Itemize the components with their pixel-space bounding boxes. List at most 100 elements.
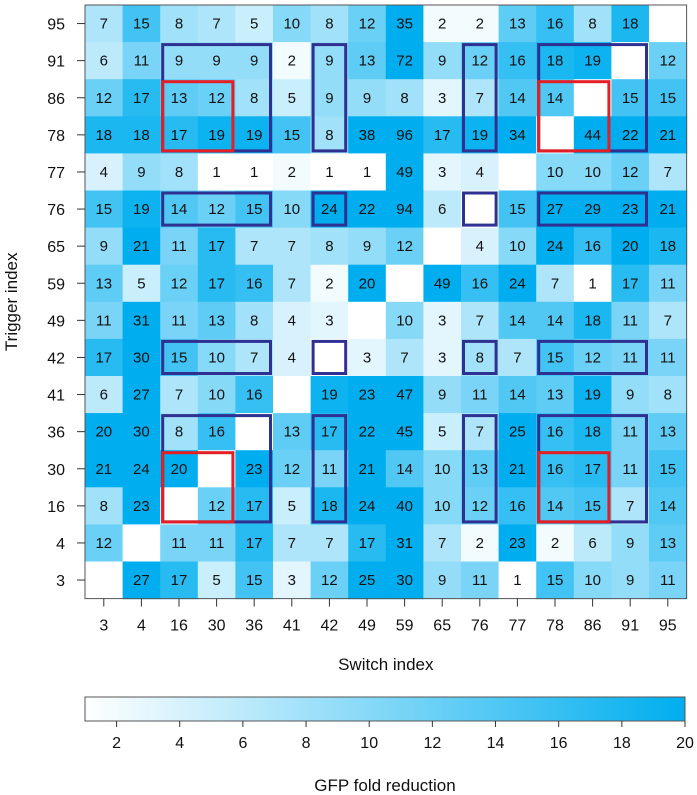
cell-value-label: 47 — [396, 387, 413, 404]
heatmap-cell — [85, 79, 124, 117]
y-tick-label: 42 — [47, 350, 65, 367]
heatmap-cell — [536, 338, 575, 377]
cell-value-label: 21 — [95, 461, 112, 478]
cell-value-label: 20 — [622, 238, 639, 255]
heatmap-cell — [310, 524, 349, 563]
cell-value-label: 13 — [359, 53, 376, 70]
heatmap-cell — [385, 227, 424, 266]
heatmap-cell — [273, 79, 312, 117]
cell-value-label: 12 — [208, 498, 225, 515]
cell-value-label: 17 — [133, 90, 150, 107]
heatmap-cell — [385, 153, 424, 192]
highlight-box — [161, 339, 272, 375]
heatmap-cell — [611, 116, 650, 154]
heatmap-cell — [611, 413, 650, 451]
cell-value-label: 94 — [396, 201, 413, 218]
cell-value-label: 7 — [250, 238, 258, 255]
cell-value-label: 4 — [476, 164, 484, 181]
heatmap-cell — [235, 227, 274, 266]
colorbar-ticks: 2 4 6 8 10 12 14 16 18 20 — [112, 721, 694, 752]
cell-value-label: 7 — [400, 349, 408, 366]
heatmap-cell — [385, 413, 424, 451]
cell-value-label: 23 — [133, 498, 150, 515]
heatmap-cell — [160, 487, 199, 525]
cell-value-label: 44 — [584, 127, 601, 144]
heatmap-cell — [235, 413, 274, 451]
heatmap-cell — [649, 153, 688, 192]
cell-value-label: 9 — [100, 238, 108, 255]
heatmap-cell — [85, 116, 124, 154]
y-tick-label: 78 — [47, 128, 65, 145]
cell-value-label: 21 — [509, 461, 526, 478]
cell-value-label: 20 — [171, 461, 188, 478]
heatmap-cell — [85, 487, 124, 525]
cell-value-label: 16 — [547, 461, 564, 478]
cell-value-label: 14 — [509, 312, 526, 329]
cell-value-label: 27 — [133, 572, 150, 589]
highlight-box — [462, 191, 498, 227]
heatmap-cell — [273, 264, 312, 303]
cell-value-label: 23 — [359, 387, 376, 404]
cell-value-label: 11 — [622, 312, 638, 329]
cell-value-label: 30 — [133, 424, 150, 441]
heatmap-cell — [310, 301, 349, 340]
cell-value-label: 5 — [288, 90, 296, 107]
cell-value-label: 7 — [513, 349, 521, 366]
cell-value-label: 5 — [212, 572, 220, 589]
cell-value-label: 18 — [584, 424, 601, 441]
cell-value-label: 8 — [250, 312, 258, 329]
cell-value-label: 5 — [250, 16, 258, 33]
cell-value-label: 7 — [250, 349, 258, 366]
heatmap-cell — [649, 116, 688, 154]
cell-value-label: 8 — [325, 238, 333, 255]
cell-value-label: 30 — [133, 349, 150, 366]
heatmap-cell — [385, 338, 424, 377]
cell-value-label: 9 — [438, 387, 446, 404]
cell-value-label: 11 — [622, 424, 638, 441]
cell-value-label: 4 — [288, 349, 296, 366]
heatmap-cell — [160, 79, 199, 117]
heatmap-cell — [348, 338, 387, 377]
heatmap-cell — [385, 376, 424, 414]
heatmap-cell — [573, 487, 612, 525]
heatmap-cell — [423, 450, 462, 488]
cell-value-label: 3 — [288, 572, 296, 589]
heatmap-cell — [85, 190, 124, 229]
cell-value-label: 13 — [659, 424, 676, 441]
colorbar-tick-label: 6 — [238, 735, 247, 752]
heatmap-cell — [649, 487, 688, 525]
cell-value-label: 10 — [584, 572, 601, 589]
heatmap-cell — [122, 116, 161, 154]
cell-value-label: 7 — [438, 535, 446, 552]
heatmap-cell — [160, 301, 199, 340]
heatmap-cell — [611, 561, 650, 600]
cell-value-label: 12 — [208, 90, 225, 107]
cell-value-label: 1 — [513, 572, 521, 589]
y-tick-label: 76 — [47, 202, 65, 219]
heatmap-cell — [235, 561, 274, 600]
cell-value-label: 8 — [175, 424, 183, 441]
heatmap-cell — [649, 227, 688, 266]
cell-value-label: 14 — [547, 90, 564, 107]
heatmap-cell — [573, 153, 612, 192]
heatmap-cell — [122, 524, 161, 563]
cell-value-label: 24 — [509, 275, 526, 292]
heatmap-cell — [423, 338, 462, 377]
cell-value-label: 12 — [95, 535, 112, 552]
heatmap-cell — [423, 190, 462, 229]
cell-value-label: 16 — [547, 16, 564, 33]
heatmap-cell — [536, 190, 575, 229]
heatmap-cell — [461, 153, 500, 192]
heatmap-cell — [498, 376, 537, 414]
cell-value-label: 7 — [476, 424, 484, 441]
heatmap-cell — [122, 153, 161, 192]
cell-value-label: 11 — [660, 572, 676, 589]
heatmap-cell — [160, 153, 199, 192]
heatmap-cell — [611, 376, 650, 414]
cell-value-label: 7 — [288, 535, 296, 552]
cell-value-label: 11 — [134, 53, 150, 70]
cell-value-label: 4 — [476, 238, 484, 255]
cell-value-label: 8 — [250, 90, 258, 107]
x-tick-label: 95 — [659, 618, 677, 635]
heatmap-cell — [160, 561, 199, 600]
